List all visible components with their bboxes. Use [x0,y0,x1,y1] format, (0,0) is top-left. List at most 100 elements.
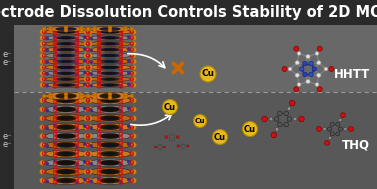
Circle shape [83,36,86,39]
Circle shape [309,72,313,77]
Ellipse shape [60,48,72,51]
Circle shape [80,95,83,99]
Circle shape [46,127,49,129]
Ellipse shape [100,60,121,63]
Circle shape [86,27,90,31]
Text: Cu: Cu [201,70,215,78]
Circle shape [83,143,86,146]
Ellipse shape [100,54,121,57]
Ellipse shape [104,43,116,45]
Ellipse shape [89,115,131,122]
Circle shape [75,145,78,148]
Circle shape [295,61,299,65]
Circle shape [131,98,136,103]
Circle shape [93,28,97,32]
Circle shape [315,52,319,55]
Ellipse shape [104,125,116,129]
Circle shape [98,71,101,74]
Circle shape [315,83,319,87]
Text: Electrode Dissolution Controls Stability of 2D MOFs: Electrode Dissolution Controls Stability… [0,5,377,20]
Circle shape [80,93,83,97]
Circle shape [271,132,277,138]
Ellipse shape [45,26,87,32]
Ellipse shape [60,66,72,69]
Ellipse shape [104,152,116,156]
Circle shape [312,67,316,71]
Ellipse shape [89,177,131,184]
Circle shape [120,49,123,52]
Ellipse shape [55,42,77,46]
Ellipse shape [60,108,72,111]
Circle shape [123,95,127,99]
Ellipse shape [104,116,116,120]
Circle shape [86,94,90,98]
Circle shape [162,99,178,115]
Ellipse shape [89,41,131,46]
Circle shape [40,125,44,130]
Circle shape [54,160,57,163]
Circle shape [131,29,136,34]
Circle shape [84,98,89,103]
Circle shape [168,136,170,138]
Circle shape [86,27,90,31]
Ellipse shape [89,35,131,40]
Ellipse shape [104,134,116,138]
Circle shape [84,134,89,139]
Ellipse shape [60,179,72,182]
Circle shape [98,83,101,86]
Circle shape [90,84,93,87]
Ellipse shape [89,71,131,76]
Circle shape [131,41,136,46]
Circle shape [262,116,267,122]
Circle shape [287,117,292,121]
Ellipse shape [89,59,131,64]
Circle shape [90,60,93,64]
Ellipse shape [55,125,77,130]
Circle shape [173,133,175,135]
Circle shape [120,84,123,88]
Ellipse shape [104,54,116,57]
Ellipse shape [100,42,121,46]
Circle shape [87,107,92,112]
Circle shape [306,79,310,84]
Circle shape [339,127,343,131]
Circle shape [290,100,295,106]
Circle shape [174,136,176,138]
Ellipse shape [55,60,77,63]
Ellipse shape [89,53,131,58]
Circle shape [83,160,86,163]
Ellipse shape [100,142,121,148]
Text: e⁻: e⁻ [2,50,12,59]
Circle shape [176,136,179,138]
Ellipse shape [55,30,77,34]
Ellipse shape [104,37,116,39]
Ellipse shape [89,150,131,158]
Ellipse shape [89,83,131,88]
Circle shape [54,47,57,50]
Ellipse shape [89,132,131,140]
Circle shape [46,180,49,183]
Circle shape [64,92,68,96]
Circle shape [84,143,89,147]
Circle shape [127,143,130,146]
Ellipse shape [89,65,131,70]
Ellipse shape [104,78,116,80]
Circle shape [130,27,134,31]
Circle shape [49,95,52,99]
Circle shape [87,178,92,183]
Circle shape [84,151,89,156]
Ellipse shape [60,72,72,74]
Circle shape [131,169,136,174]
Ellipse shape [55,93,77,99]
Ellipse shape [60,125,72,129]
Ellipse shape [45,83,87,88]
Ellipse shape [60,84,72,86]
Circle shape [127,125,130,128]
Circle shape [131,116,136,121]
Circle shape [87,116,92,121]
Circle shape [242,122,257,136]
Circle shape [84,47,89,52]
Ellipse shape [104,60,116,63]
Ellipse shape [60,134,72,138]
Circle shape [40,169,44,174]
